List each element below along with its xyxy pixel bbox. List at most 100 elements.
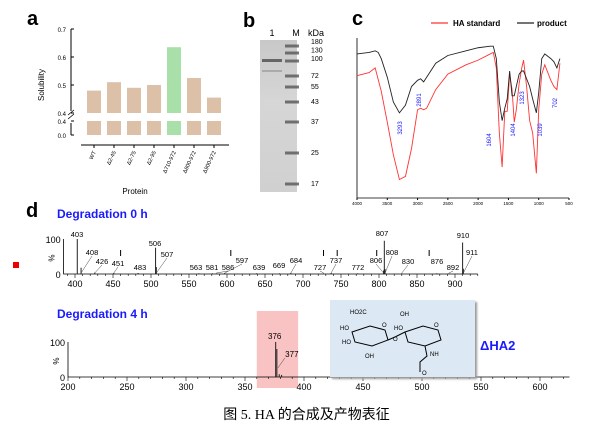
x-tick-label: 750 — [333, 279, 348, 289]
x-tick-label: 400 — [296, 382, 311, 392]
peak-label: 451 — [112, 259, 125, 268]
x-tick-label: 500 — [414, 382, 429, 392]
lane-label-1: 1 — [269, 28, 274, 38]
x-axis-label: Protein — [122, 187, 147, 196]
atom-label: NH — [430, 352, 439, 358]
peak-label: 684 — [290, 256, 303, 265]
atom-label: O — [382, 323, 387, 329]
x-tick-label: 200 — [60, 382, 75, 392]
x-tick-label: 600 — [532, 382, 547, 392]
x-tick-label: Δ710-972 — [162, 150, 178, 174]
atom-label: OH — [400, 312, 409, 318]
y-tick-label: 100 — [46, 235, 61, 245]
peak-label-leader — [290, 263, 297, 274]
x-tick-label: 2500 — [443, 201, 454, 206]
panel-label-b: b — [243, 10, 256, 32]
disaccharide-structure-drawing: HO2C HO HO OH O O OH HO O NH O — [340, 310, 442, 377]
bar-lower — [147, 121, 161, 135]
atom-label: O — [434, 323, 439, 329]
marker-band — [285, 59, 299, 63]
marker-label: 130 — [311, 48, 323, 55]
peak-label: 772 — [352, 263, 365, 272]
peak-annotation: 3293 — [398, 121, 404, 135]
x-tick-label: 550 — [473, 382, 488, 392]
peak-label: 581 — [206, 263, 219, 272]
bar-upper — [87, 90, 101, 113]
dha2-label: ΔHA2 — [480, 338, 516, 353]
atom-label: HO — [394, 326, 403, 332]
title-degradation-0h: Degradation 0 h — [57, 207, 148, 221]
unit-label: kDa — [308, 28, 324, 38]
peak-label: 507 — [161, 250, 174, 259]
peak-label: 639 — [253, 263, 266, 272]
title-degradation-4h: Degradation 4 h — [57, 307, 148, 321]
x-tick-label: Δ2-75 — [126, 150, 138, 166]
peak-label-leader — [224, 263, 243, 274]
x-tick-label: 500 — [565, 201, 573, 206]
peak-label: 737 — [330, 256, 343, 265]
atom-label: HO — [340, 326, 349, 332]
x-tick-label: 350 — [237, 382, 252, 392]
marker-band — [285, 85, 299, 89]
peak-annotation: 1039 — [538, 123, 544, 137]
x-tick-label: 550 — [181, 279, 196, 289]
y-tick-label: 0.5 — [58, 84, 67, 90]
series-line-ha-standard — [356, 51, 561, 181]
y-axis-label: Solubility — [37, 69, 46, 101]
x-tick-label: 400 — [67, 279, 82, 289]
peak-label-leader — [216, 270, 229, 274]
peak-label: 377 — [285, 350, 299, 359]
y-tick-label: 0 — [60, 373, 65, 383]
y-tick-label: 0.4 — [58, 120, 67, 126]
y-axis-label: % — [48, 254, 57, 261]
x-tick-label: Δ900-972 — [202, 150, 218, 174]
x-tick-label: 850 — [409, 279, 424, 289]
marker-label: 180 — [311, 39, 323, 46]
atom-label: HO — [342, 340, 351, 346]
highlight-region — [256, 311, 299, 388]
peak-label-leader — [80, 255, 93, 274]
atom-label: HO2C — [350, 310, 367, 316]
peak-label-leader — [384, 255, 393, 274]
bar-lower — [87, 121, 101, 135]
atom-label: O — [393, 337, 398, 343]
bar-upper — [127, 87, 141, 113]
x-tick-label: Δ2-45 — [106, 150, 118, 166]
bar-lower — [187, 121, 201, 135]
peak-annotation: 1604 — [487, 133, 493, 147]
y-tick-label: 100 — [50, 338, 65, 348]
peak-label-leader — [463, 255, 473, 274]
bar-upper — [147, 85, 161, 113]
x-tick-label: 3000 — [413, 201, 424, 206]
y-tick-label: 0.7 — [58, 28, 67, 34]
sample-band — [262, 59, 282, 62]
marker-band — [285, 120, 299, 124]
peak-label: 807 — [376, 229, 389, 238]
peak-label: 597 — [236, 256, 249, 265]
peak-label-leader — [277, 357, 286, 369]
x-tick-label: 800 — [371, 279, 386, 289]
x-tick-label: 650 — [257, 279, 272, 289]
x-tick-label: 600 — [219, 279, 234, 289]
atom-label: OH — [365, 354, 374, 360]
peak-label-leader — [330, 263, 337, 274]
y-tick-label: 0.4 — [58, 112, 67, 118]
x-tick-label: 300 — [178, 382, 193, 392]
peak-label: 408 — [86, 248, 99, 257]
figure-caption: 图 5. HA 的合成及产物表征 — [223, 408, 390, 423]
mass-spectra: 100 0% 400 450 500 550 600 650 700 750 800 850 900 40… — [46, 229, 570, 392]
x-tick-label: 3500 — [382, 201, 393, 206]
bar-lower — [207, 121, 221, 135]
peak-label: 563 — [190, 263, 203, 272]
peak-label: 830 — [402, 257, 415, 266]
bar-upper — [167, 47, 181, 114]
marker-label: 72 — [311, 73, 319, 80]
y-tick-label: 0 — [56, 270, 61, 280]
bar-upper — [107, 82, 121, 113]
peak-label: 876 — [431, 257, 444, 266]
x-tick-label: 250 — [119, 382, 134, 392]
peak-label: 483 — [134, 263, 147, 272]
panel-label-c: c — [352, 8, 364, 30]
